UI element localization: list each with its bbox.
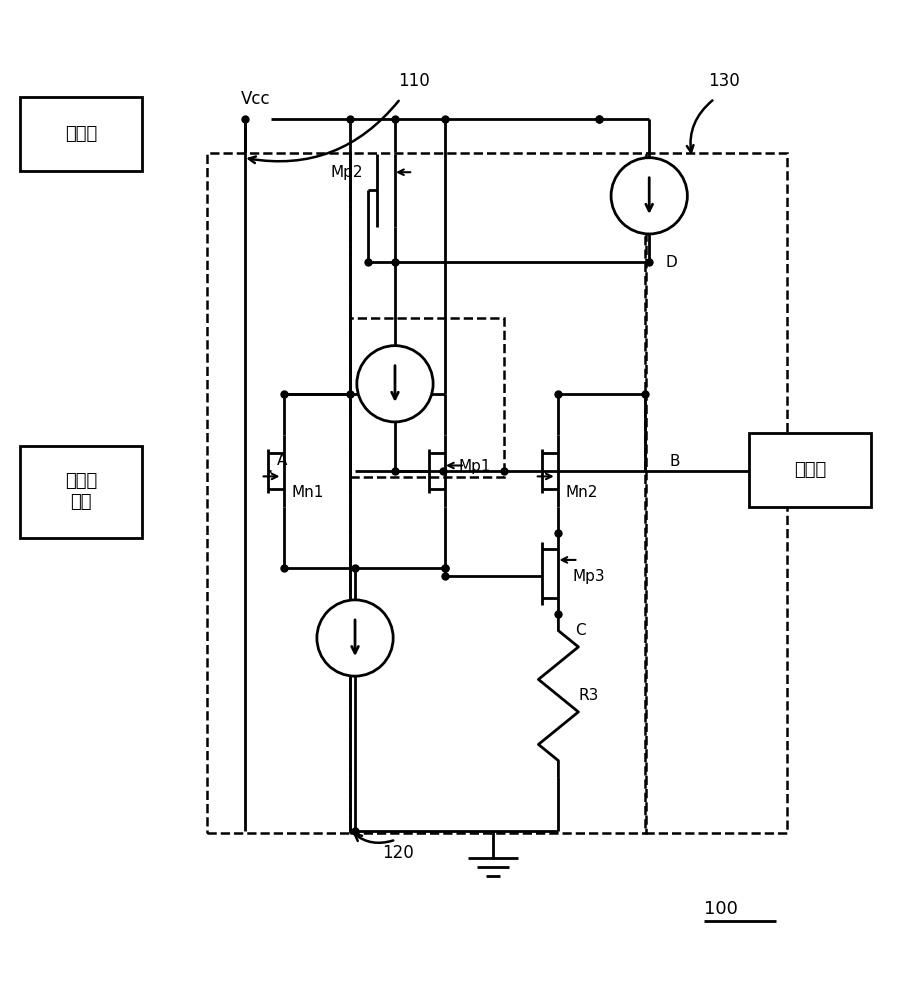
Text: A: A — [277, 453, 287, 468]
Text: 120: 120 — [382, 844, 414, 862]
Circle shape — [317, 600, 393, 676]
Text: Mn1: Mn1 — [291, 485, 324, 500]
Text: 功率管: 功率管 — [794, 461, 826, 479]
Text: Mp1: Mp1 — [459, 459, 491, 474]
Text: D: D — [666, 255, 677, 270]
Text: I1: I1 — [371, 631, 386, 646]
Text: C: C — [575, 623, 586, 638]
Bar — [749, 433, 871, 507]
Text: 电源端: 电源端 — [64, 125, 97, 143]
Bar — [20, 446, 142, 538]
Text: 110: 110 — [399, 72, 429, 90]
Text: R3: R3 — [578, 688, 598, 703]
Text: I2: I2 — [411, 376, 426, 391]
Bar — [20, 97, 142, 171]
Text: Mn2: Mn2 — [566, 485, 598, 500]
Text: 100: 100 — [704, 900, 737, 918]
Bar — [207, 153, 350, 833]
Bar — [350, 318, 504, 477]
Text: Mp2: Mp2 — [331, 165, 363, 180]
Circle shape — [357, 346, 433, 422]
Bar — [645, 153, 787, 833]
Bar — [350, 153, 646, 833]
Text: Mp3: Mp3 — [572, 569, 605, 584]
Text: I3: I3 — [666, 188, 680, 203]
Text: Vcc: Vcc — [241, 90, 271, 108]
Text: 误差放
大器: 误差放 大器 — [64, 472, 97, 511]
Text: B: B — [669, 454, 680, 469]
Circle shape — [611, 158, 687, 234]
Text: 130: 130 — [708, 72, 739, 90]
